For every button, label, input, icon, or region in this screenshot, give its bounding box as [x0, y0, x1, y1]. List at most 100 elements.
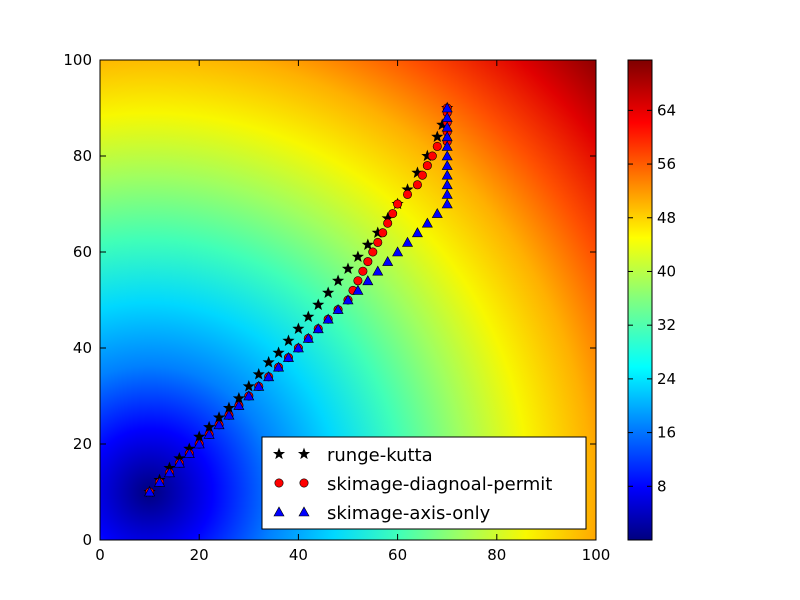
data-point — [417, 170, 427, 180]
legend-label: runge-kutta — [327, 445, 433, 466]
data-point — [203, 428, 215, 439]
data-point — [312, 298, 325, 310]
data-point — [441, 159, 453, 170]
data-point — [292, 322, 305, 334]
data-point — [393, 199, 403, 209]
colorbar-tick-label: 16 — [657, 424, 676, 442]
data-point — [342, 294, 354, 305]
data-point — [144, 486, 156, 497]
data-point — [441, 169, 453, 180]
data-point — [441, 179, 453, 190]
data-point — [223, 409, 235, 420]
x-tick-label: 20 — [190, 546, 209, 564]
colorbar-tick-label: 24 — [657, 370, 676, 388]
data-point — [282, 351, 294, 362]
data-point — [392, 246, 404, 257]
y-tick-label: 40 — [73, 339, 92, 357]
data-point — [183, 447, 195, 458]
data-point — [388, 209, 398, 219]
data-point — [351, 250, 364, 262]
data-point — [427, 151, 437, 161]
colorbar-tick-label: 32 — [657, 316, 676, 334]
data-point — [154, 476, 166, 487]
data-point — [322, 286, 335, 298]
plot-frame — [99, 59, 597, 541]
data-point — [332, 303, 344, 314]
colorbar-tick-label: 40 — [657, 262, 676, 280]
data-point — [273, 361, 285, 372]
data-point — [441, 111, 453, 122]
legend-marker — [297, 447, 311, 460]
data-point — [263, 371, 275, 382]
data-point — [441, 188, 453, 199]
data-point — [441, 121, 453, 132]
colorbar-tick-label: 48 — [657, 209, 676, 227]
colorbar-tick-label: 56 — [657, 155, 676, 173]
legend-marker — [298, 506, 310, 517]
data-point — [422, 161, 432, 171]
data-point — [213, 419, 225, 430]
x-tick-label: 0 — [95, 546, 105, 564]
data-point — [322, 313, 334, 324]
data-point — [368, 247, 378, 257]
x-tick-label: 100 — [582, 546, 611, 564]
data-point — [341, 262, 355, 274]
series-triangle — [144, 102, 453, 497]
x-tick-label: 40 — [289, 546, 308, 564]
data-point — [173, 457, 185, 468]
y-tick-label: 60 — [73, 243, 92, 261]
data-point — [193, 438, 205, 449]
data-point — [441, 102, 453, 113]
y-tick-label: 80 — [73, 147, 92, 165]
x-tick-label: 80 — [487, 546, 506, 564]
colorbar-tick-label: 8 — [657, 477, 667, 495]
legend-marker — [274, 478, 284, 488]
data-point — [441, 140, 453, 151]
y-tick-label: 100 — [63, 51, 92, 69]
data-point — [353, 276, 363, 286]
data-point — [312, 323, 324, 334]
data-point — [421, 217, 433, 228]
data-point — [372, 265, 384, 276]
legend-box — [261, 436, 587, 530]
data-point — [262, 356, 275, 368]
y-tick-label: 0 — [82, 531, 92, 549]
data-point — [282, 334, 295, 346]
data-point — [362, 275, 374, 286]
data-point — [352, 284, 364, 295]
legend-marker — [299, 478, 309, 488]
data-point — [431, 207, 443, 218]
data-point — [378, 228, 388, 238]
legend: runge-kutta skimage-diagnoal-permit skimag… — [261, 436, 587, 530]
data-point — [252, 368, 265, 380]
data-point — [441, 198, 453, 209]
data-point — [243, 390, 255, 401]
colorbar-tick-label: 64 — [657, 101, 676, 119]
legend-label: skimage-axis-only — [327, 503, 491, 524]
data-point — [253, 380, 265, 391]
data-point — [403, 189, 413, 199]
data-point — [332, 274, 345, 286]
data-point — [242, 380, 255, 392]
data-point — [441, 150, 453, 161]
legend-marker — [273, 506, 285, 517]
data-point — [441, 131, 453, 142]
series-layer — [143, 101, 454, 498]
data-point — [382, 255, 394, 266]
data-point — [383, 218, 393, 228]
data-point — [432, 141, 442, 151]
data-point — [412, 180, 422, 190]
data-point — [363, 257, 373, 267]
data-point — [402, 236, 414, 247]
x-tick-label: 60 — [388, 546, 407, 564]
data-point — [163, 467, 175, 478]
data-point — [302, 310, 315, 322]
y-axis: 0 20 40 60 80 100 — [63, 51, 596, 549]
data-point — [358, 266, 368, 276]
data-point — [411, 227, 423, 238]
data-point — [272, 346, 285, 358]
legend-label: skimage-diagnoal-permit — [327, 474, 552, 495]
data-point — [431, 130, 444, 142]
data-point — [233, 399, 245, 410]
